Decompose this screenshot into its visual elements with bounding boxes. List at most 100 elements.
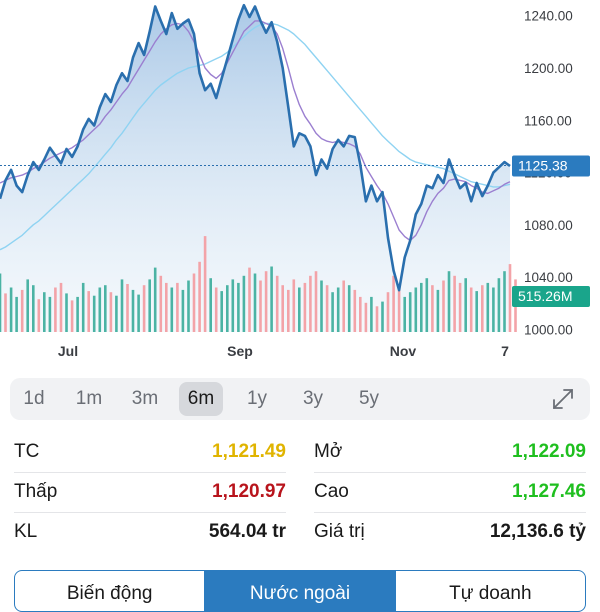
volume-bar (314, 271, 318, 332)
volume-bar (9, 287, 13, 332)
tab-2[interactable]: Tự doanh (449, 583, 532, 604)
x-tick-label: Jul (58, 343, 78, 359)
ma-long-line (0, 22, 511, 251)
volume-bar (298, 287, 301, 332)
volume-bar (287, 289, 290, 332)
volume-bar (425, 278, 429, 332)
volume-bar (226, 285, 229, 332)
stat-divider (14, 512, 286, 513)
volume-bar (0, 273, 2, 332)
volume-bar (120, 279, 124, 332)
tab-bar: Biến động Nước ngoài Tự doanh (14, 570, 586, 612)
volume-bar (497, 278, 501, 332)
volume-bar (37, 299, 41, 332)
volume-bar (159, 275, 163, 332)
stat-2: Thấp 1,120.97 (14, 474, 286, 510)
tab-0[interactable]: Biến động (15, 571, 206, 611)
volume-bar (20, 289, 24, 332)
volume-bar (320, 280, 323, 332)
price-badge-text: 1125.38 (518, 158, 568, 174)
volume-bar (503, 271, 506, 332)
stat-5: Giá trị 12,136.6 tỷ (314, 514, 586, 550)
x-tick-label: Nov (390, 343, 417, 359)
volume-bar (126, 284, 129, 332)
volume-bar (137, 294, 140, 332)
range-3m-button[interactable]: 3m (131, 388, 159, 409)
stat-value: 1,121.49 (212, 441, 286, 462)
y-tick-label: 1000.00 (524, 322, 573, 337)
volume-bar (414, 287, 418, 332)
price-chart[interactable]: 1240.001200.001160.001120.001080.001040.… (0, 0, 600, 370)
volume-bar (458, 282, 462, 332)
volume-bar (237, 282, 240, 332)
volume-bar (436, 289, 440, 332)
volume-bar (65, 293, 68, 332)
stat-label: Giá trị (314, 521, 365, 542)
volume-bar (347, 285, 351, 332)
volume-bar (15, 296, 18, 332)
range-5y-button[interactable]: 5y (358, 388, 380, 409)
volume-bar (370, 296, 373, 332)
volume-bar (309, 275, 312, 332)
volume-bar (336, 287, 340, 332)
volume-bar (59, 282, 63, 332)
volume-bar (392, 275, 395, 332)
volume-bar (115, 295, 118, 332)
volume-bar (242, 275, 246, 332)
stat-value: 564.04 tr (208, 521, 286, 542)
volume-bar (26, 279, 29, 332)
ma-short-line (0, 20, 511, 242)
volume-bar (203, 236, 207, 332)
expand-arrows-icon[interactable] (550, 386, 576, 412)
volume-bar (153, 267, 157, 332)
volume-bar (231, 279, 235, 332)
y-tick-label: 1240.00 (524, 9, 573, 24)
volume-bar (170, 287, 174, 332)
range-1d-button[interactable]: 1d (23, 388, 45, 409)
volume-bar (176, 282, 179, 332)
volume-bar (104, 285, 107, 332)
range-3y-button[interactable]: 3y (302, 388, 324, 409)
volume-bar (209, 278, 212, 332)
range-selector: 1d 1m 3m 6m 1y 3y 5y (10, 378, 590, 420)
range-6m-button[interactable]: 6m (179, 382, 223, 416)
x-tick-label: 7 (501, 343, 509, 359)
volume-bar (32, 285, 35, 332)
volume-bar (325, 285, 329, 332)
range-1y-button[interactable]: 1y (246, 388, 268, 409)
volume-badge (512, 286, 590, 307)
volume-bar (87, 291, 90, 332)
volume-bar (386, 292, 390, 332)
stat-divider (314, 472, 586, 473)
range-1m-button[interactable]: 1m (75, 388, 103, 409)
volume-bar (270, 266, 273, 332)
price-badge (512, 155, 590, 177)
volume-bar (403, 296, 406, 332)
volume-bar (192, 273, 196, 332)
volume-bar (442, 280, 445, 332)
volume-bar (342, 280, 345, 332)
volume-bar (353, 289, 357, 332)
stat-label: TC (14, 441, 40, 462)
price-line (0, 3, 511, 292)
volume-bar (165, 282, 168, 332)
stat-value: 1,120.97 (212, 481, 286, 502)
volume-bar (447, 271, 451, 332)
volume-bar (381, 301, 384, 332)
stat-3: Cao 1,127.46 (314, 474, 586, 510)
volume-bar (187, 280, 190, 332)
tab-1[interactable]: Nước ngoài (205, 571, 396, 611)
stat-value: 1,122.09 (512, 441, 586, 462)
volume-bar (492, 287, 495, 332)
volume-bar (275, 275, 279, 332)
y-tick-label: 1080.00 (524, 218, 573, 233)
volume-bar (70, 300, 74, 332)
x-tick-label: Sep (227, 343, 253, 359)
volume-bar (508, 264, 512, 332)
volume-bar (54, 287, 57, 332)
volume-bar (98, 287, 102, 332)
volume-bar (81, 282, 85, 332)
volume-bar (43, 292, 46, 332)
y-tick-label: 1040.00 (524, 270, 573, 285)
volume-bar (181, 289, 185, 332)
